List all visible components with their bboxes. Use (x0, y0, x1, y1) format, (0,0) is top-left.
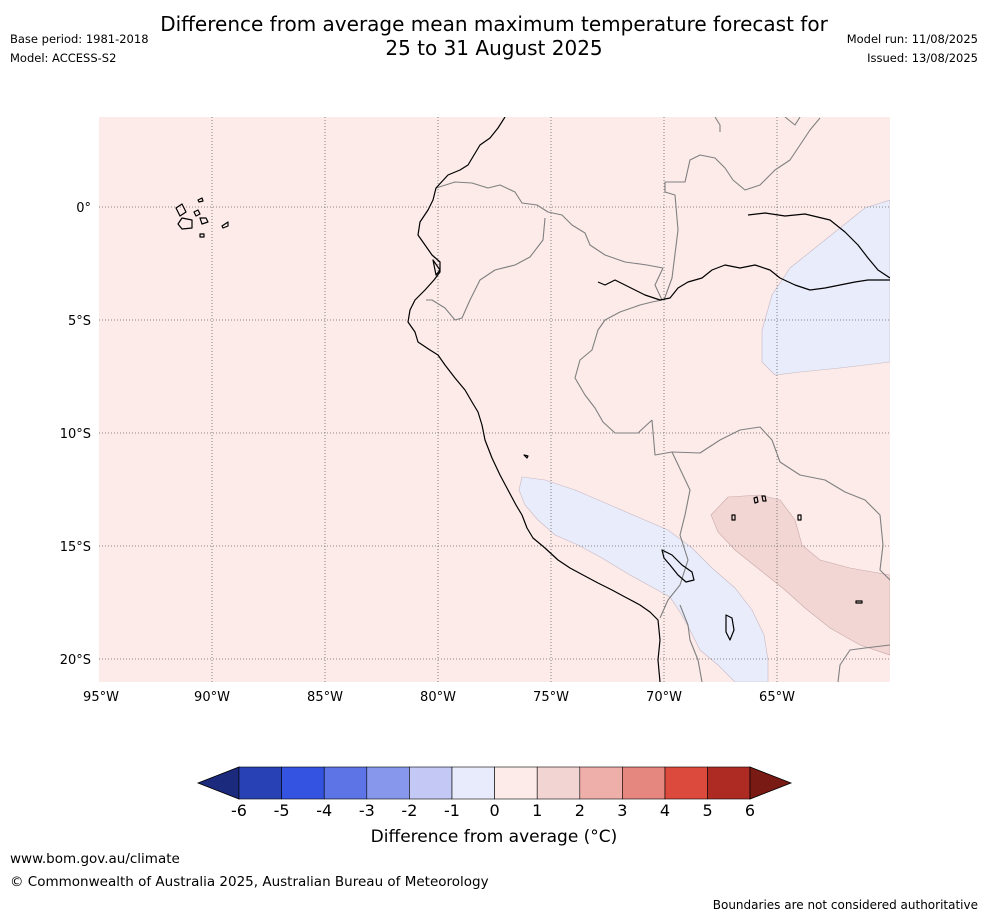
colorbar-cell (323, 766, 368, 800)
country-borders (426, 117, 890, 682)
colorbar-tick: -2 (401, 801, 417, 820)
colorbar-tick: 5 (703, 801, 713, 820)
footer-note: Boundaries are not considered authoritat… (712, 898, 978, 912)
lat-label-0: 0° (76, 201, 91, 216)
bolivia-warm-region (710, 494, 890, 656)
colorbar-cell (664, 766, 708, 800)
colorbar-cell (622, 766, 666, 800)
colorbar-tick: -3 (359, 801, 375, 820)
colorbar-cell (366, 766, 410, 800)
lon-label-95w: 95°W (83, 690, 119, 705)
colorbar-high-arrow (749, 766, 793, 800)
colorbar-tick: 1 (532, 801, 542, 820)
lon-label-70w: 70°W (646, 690, 682, 705)
lon-label-75w: 75°W (533, 690, 569, 705)
colorbar-cell (409, 766, 453, 800)
colorbar-tick: 4 (660, 801, 670, 820)
gridlines (99, 117, 890, 682)
andes-cool-band (518, 476, 769, 682)
meta-right: Model run: 11/08/2025 Issued: 13/08/2025 (847, 30, 978, 68)
colorbar-tick: 3 (617, 801, 627, 820)
colorbar-cell (536, 766, 581, 800)
lat-label-20s: 20°S (60, 653, 91, 668)
model-run-date: Model run: 11/08/2025 (846, 32, 978, 46)
colorbar-tick: -1 (444, 801, 460, 820)
colorbar-tick: 6 (745, 801, 755, 820)
lon-label-80w: 80°W (420, 690, 456, 705)
map-background (99, 117, 890, 682)
colorbar-tick: -6 (231, 801, 247, 820)
colorbar-cell (707, 766, 751, 800)
meta-left: Base period: 1981-2018 Model: ACCESS-S2 (10, 30, 149, 68)
colorbar: -6 -5 -4 -3 -2 -1 0 1 2 3 4 5 6 (196, 766, 793, 820)
colorbar-cell (451, 766, 495, 800)
coastline (175, 117, 890, 682)
colorbar-cell (494, 766, 538, 800)
footer-copyright: © Commonwealth of Australia 2025, Austra… (10, 874, 489, 890)
lon-label-90w: 90°W (194, 690, 230, 705)
lon-label-65w: 65°W (759, 690, 795, 705)
colorbar-tick: 2 (575, 801, 585, 820)
colorbar-tick: 0 (490, 801, 500, 820)
lat-label-10s: 10°S (60, 427, 91, 442)
map-title: Difference from average mean maximum tem… (160, 12, 828, 60)
colorbar-cell (579, 766, 623, 800)
colorbar-tick: -4 (316, 801, 332, 820)
base-period: Base period: 1981-2018 (10, 32, 149, 46)
colorbar-low-arrow (196, 766, 240, 800)
issued-date: Issued: 13/08/2025 (867, 51, 978, 65)
footer-url: www.bom.gov.au/climate (10, 851, 180, 867)
lon-label-85w: 85°W (307, 690, 343, 705)
lat-label-15s: 15°S (60, 540, 91, 555)
lat-label-5s: 5°S (68, 314, 91, 329)
model-name: Model: ACCESS-S2 (10, 51, 117, 65)
colorbar-cell (238, 766, 282, 800)
colorbar-label: Difference from average (°C) (370, 827, 618, 847)
colorbar-cell (281, 766, 325, 800)
colorbar-tick: -5 (274, 801, 290, 820)
